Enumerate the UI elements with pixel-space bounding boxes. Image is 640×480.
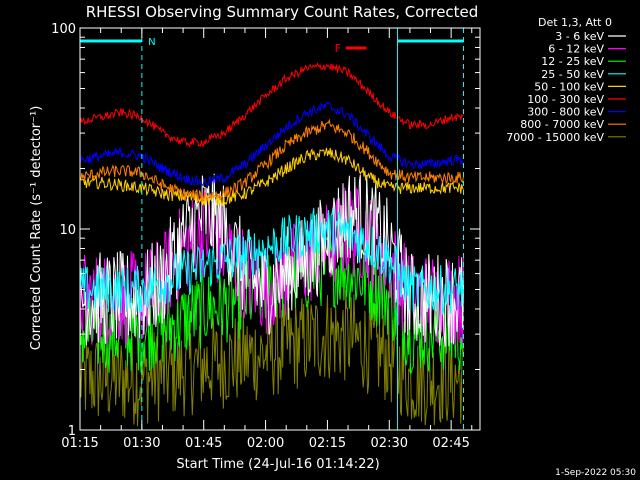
x-axis-label: Start Time (24-Jul-16 01:14:22) [176,457,379,472]
legend-entry-7: 300 - 800 keV [527,106,604,119]
legend-entry-5: 50 - 100 keV [534,80,604,93]
y-axis-label: Corrected Count Rate (s⁻¹ detector⁻¹) [29,106,44,351]
footer-timestamp: 1-Sep-2022 05:30 [555,468,636,478]
legend-entry-3: 12 - 25 keV [541,55,604,68]
legend-entry-9: 7000 - 15000 keV [506,131,604,144]
legend-title: Det 1,3, Att 0 [538,16,612,29]
series-line-5 [79,147,464,207]
series-line-7 [79,101,464,186]
x-tick-label: 02:15 [309,436,346,451]
series-line-8 [79,118,464,202]
legend-entry-2: 6 - 12 keV [548,43,604,56]
y-tick-label: 100 [51,22,76,37]
y-tick-label: 1 [68,424,76,439]
legend-entry-8: 800 - 7000 keV [520,118,604,131]
x-tick-label: 02:00 [247,436,284,451]
legend-entry-4: 25 - 50 keV [541,68,604,81]
night-label: N [148,37,155,48]
y-tick-label: 10 [59,223,76,238]
flare-label: F [335,42,341,55]
legend-entry-6: 100 - 300 keV [527,93,604,106]
chart-title: RHESSI Observing Summary Count Rates, Co… [86,3,479,21]
series-line-1 [79,173,464,347]
x-tick-label: 02:30 [371,436,408,451]
series-line-6 [79,62,464,148]
x-tick-label: 01:15 [61,436,98,451]
x-tick-label: 02:45 [432,436,469,451]
legend-entry-1: 3 - 6 keV [555,30,604,43]
axes: N F 1 10 100 01:15 01:30 01:45 02:00 02:15 02:30 02… [51,22,481,451]
series-line-4 [79,207,464,316]
plot-area [79,62,464,427]
x-tick-label: 01:30 [123,436,160,451]
x-tick-label: 01:45 [185,436,222,451]
